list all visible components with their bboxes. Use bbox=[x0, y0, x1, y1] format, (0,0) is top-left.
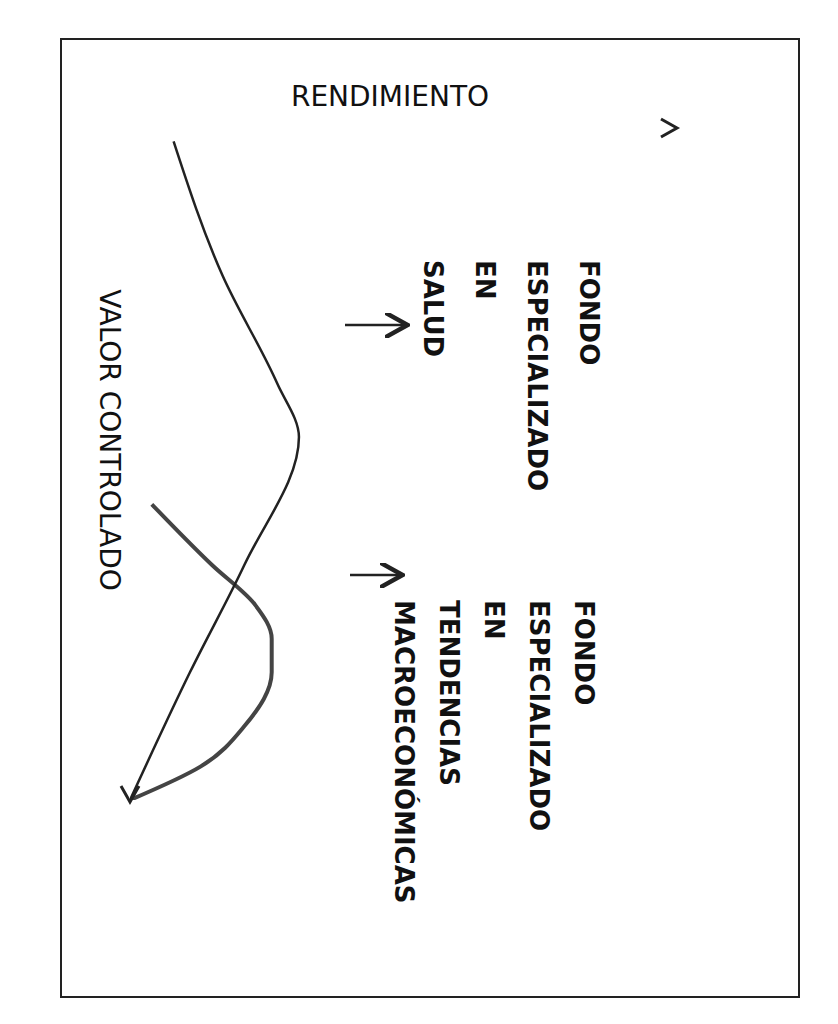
svg-text:RENDIMIENTO: RENDIMIENTO bbox=[291, 80, 489, 113]
svg-text:EN: EN bbox=[470, 260, 500, 300]
svg-text:MACROECONÓMICAS: MACROECONÓMICAS bbox=[389, 600, 420, 903]
svg-text:FONDO: FONDO bbox=[574, 260, 604, 365]
svg-text:EN: EN bbox=[479, 600, 509, 640]
svg-text:SALUD: SALUD bbox=[418, 260, 448, 357]
svg-text:FONDO: FONDO bbox=[569, 600, 599, 705]
svg-text:ESPECIALIZADO: ESPECIALIZADO bbox=[524, 600, 554, 831]
svg-text:VALOR CONTROLADO: VALOR CONTROLADO bbox=[93, 289, 126, 591]
svg-text:TENDENCIAS: TENDENCIAS bbox=[434, 600, 464, 786]
svg-text:ESPECIALIZADO: ESPECIALIZADO bbox=[522, 260, 552, 491]
